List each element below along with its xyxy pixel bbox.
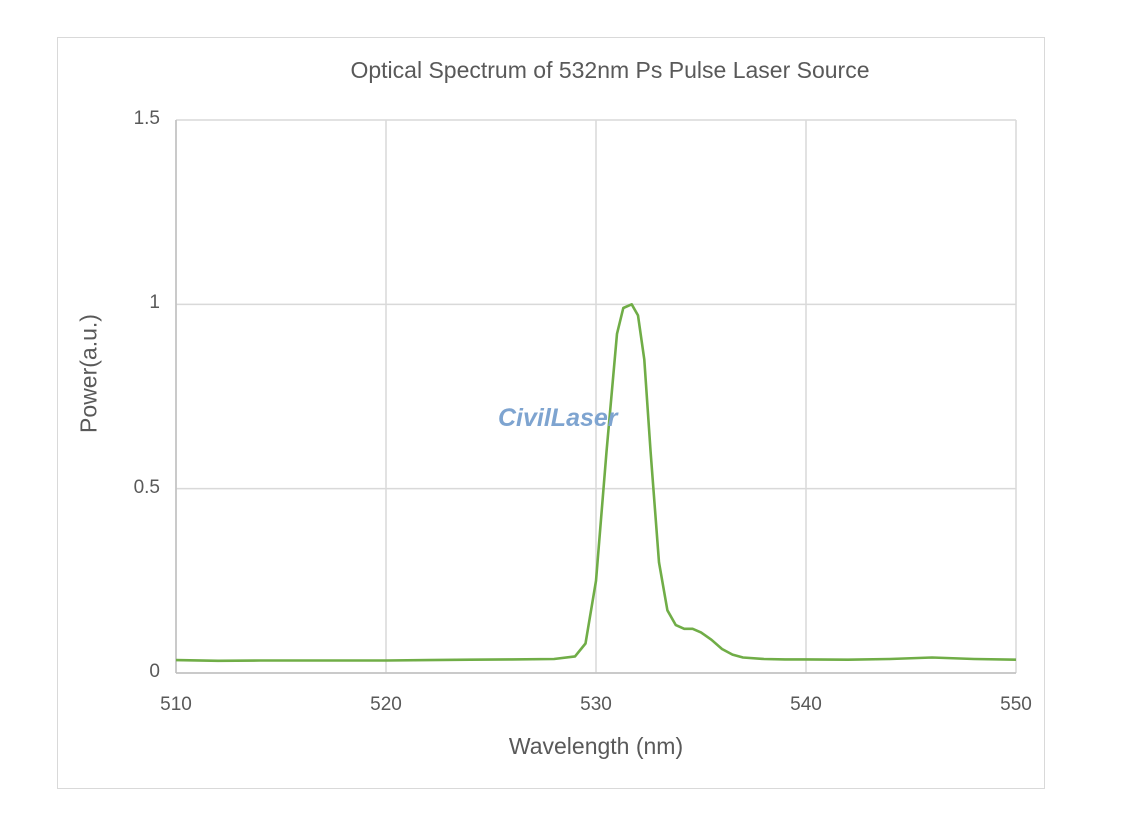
x-tick-label: 550 xyxy=(1000,694,1032,715)
x-tick-label: 530 xyxy=(580,694,612,715)
x-tick-label: 540 xyxy=(790,694,822,715)
y-tick-label: 1 xyxy=(149,292,160,313)
x-tick-label: 520 xyxy=(370,694,402,715)
y-tick-label: 1.5 xyxy=(133,108,160,129)
civillaser-watermark: CivilLaser xyxy=(498,404,618,432)
y-tick-label: 0 xyxy=(149,661,160,682)
chart-frame xyxy=(57,37,1045,789)
spectrum-line xyxy=(175,302,1017,663)
x-tick-label: 510 xyxy=(160,694,192,715)
y-tick-label: 0.5 xyxy=(133,477,160,498)
gridlines xyxy=(175,119,1017,674)
y-axis-label: Power(a.u.) xyxy=(75,314,102,433)
chart-title: Optical Spectrum of 532nm Ps Pulse Laser… xyxy=(350,57,870,83)
x-axis-label: Wavelength (nm) xyxy=(508,733,684,759)
